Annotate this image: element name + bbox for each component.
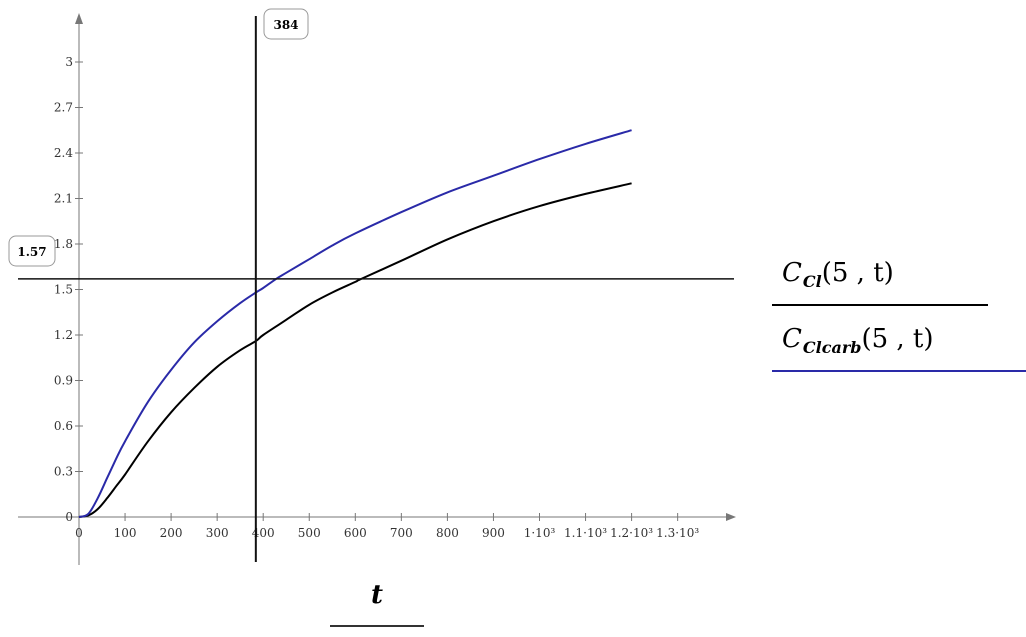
y-tick-label: 1.8 [54, 237, 73, 251]
y-tick-label: 2.1 [54, 191, 73, 205]
x-tick-label: 900 [482, 526, 505, 540]
y-tick-label: 1.2 [54, 328, 73, 342]
x-tick-label: 200 [160, 526, 183, 540]
legend-line-cl [772, 304, 988, 306]
x-axis-label-underline [330, 625, 424, 627]
horizontal-marker-label: 1.57 [8, 235, 56, 267]
x-tick-label: 600 [344, 526, 367, 540]
y-tick-label: 3 [65, 55, 73, 69]
legend-label-cl: CCl(5 , t) [782, 258, 894, 291]
x-axis-arrow [726, 513, 736, 521]
legend-args-clcarb: (5 , t) [861, 324, 934, 354]
legend-item-cl: CCl(5 , t) [772, 258, 1026, 324]
x-tick-label: 400 [252, 526, 275, 540]
x-tick-label: 1.3·10³ [656, 526, 699, 540]
x-tick-label: 1.2·10³ [610, 526, 653, 540]
x-tick-label: 1·10³ [524, 526, 556, 540]
y-tick-label: 0.9 [54, 373, 73, 387]
legend-base-cl: C [782, 258, 802, 288]
horizontal-marker-label-box [8, 235, 56, 267]
x-tick-label: 700 [390, 526, 413, 540]
x-tick-label: 0 [75, 526, 83, 540]
vertical-marker-value: 384 [273, 18, 298, 32]
y-tick-label: 0 [65, 510, 73, 524]
vertical-marker-label-box [263, 8, 309, 40]
y-tick-label: 2.7 [54, 100, 73, 114]
x-tick-label: 1.1·10³ [564, 526, 607, 540]
legend-sub-clcarb: Clcarb [802, 338, 862, 357]
horizontal-marker-value: 1.57 [17, 245, 46, 259]
y-axis-arrow [75, 13, 83, 24]
series-line-cl [78, 182, 632, 518]
axes [18, 13, 736, 565]
x-tick-label: 300 [206, 526, 229, 540]
ticks: 0 100 200 300 400 500 600 700 800 900 1·10³ 1.1·10³… [54, 55, 699, 540]
legend-args-cl: (5 , t) [821, 258, 894, 288]
x-tick-label: 500 [298, 526, 321, 540]
legend-base-clcarb: C [782, 324, 802, 354]
x-axis-label-block: t [330, 580, 424, 632]
legend-label-clcarb: CClcarb(5 , t) [782, 324, 934, 357]
y-tick-label: 0.3 [54, 464, 73, 478]
vertical-marker-label: 384 [263, 8, 309, 40]
x-axis-label: t [370, 580, 383, 610]
y-tick-label: 2.4 [54, 146, 73, 160]
legend: CCl(5 , t) CClcarb(5 , t) [772, 258, 1026, 390]
x-tick-label: 800 [436, 526, 459, 540]
x-tick-label: 100 [114, 526, 137, 540]
y-tick-label: 1.5 [54, 282, 73, 296]
legend-item-clcarb: CClcarb(5 , t) [772, 324, 1026, 390]
markers: 384 1.57 [8, 8, 734, 562]
legend-sub-cl: Cl [802, 272, 822, 291]
y-tick-label: 0.6 [54, 419, 73, 433]
series-group [78, 129, 632, 518]
legend-line-clcarb [772, 370, 1026, 372]
series-line-clcarb [78, 129, 632, 518]
